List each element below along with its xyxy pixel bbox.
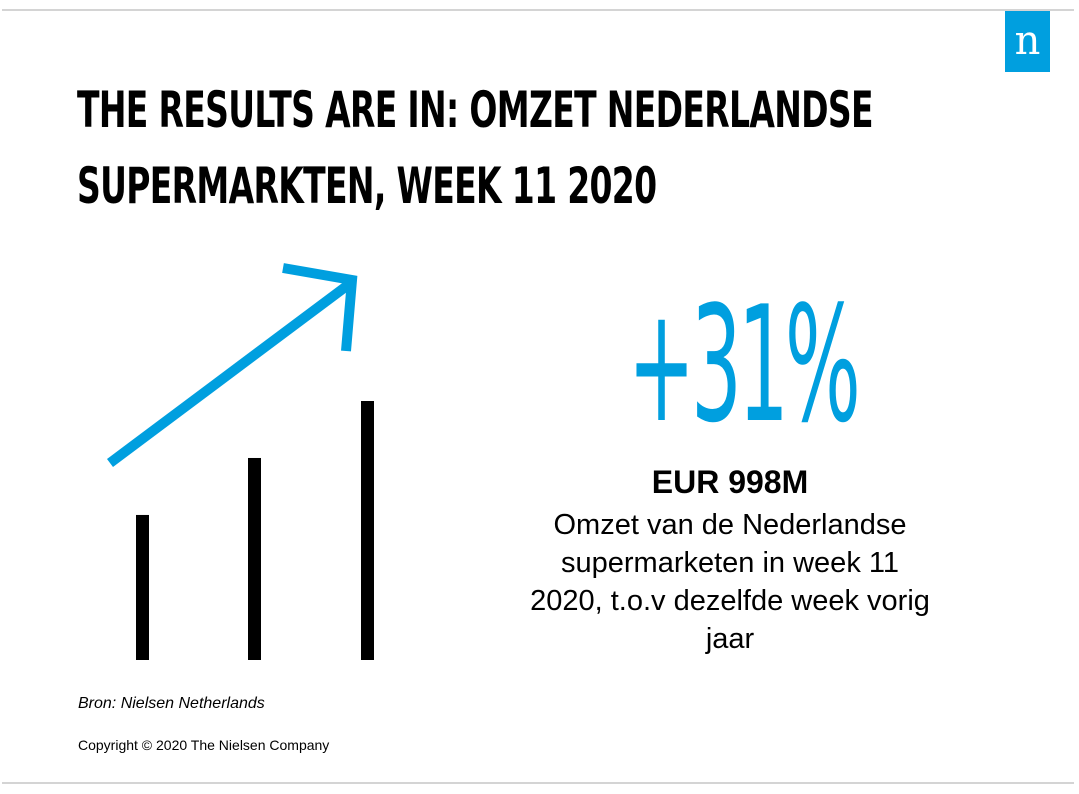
title-line-1: THE RESULTS ARE IN: OMZET NEDERLANDSE bbox=[77, 81, 874, 139]
title-line-2: SUPERMARKTEN, WEEK 11 2020 bbox=[77, 157, 657, 215]
growth-arrow-icon bbox=[107, 263, 358, 468]
growth-bar-3 bbox=[361, 401, 374, 660]
growth-bar-1 bbox=[136, 514, 149, 660]
description-line-3: 2020, t.o.v dezelfde week vorig bbox=[530, 585, 930, 617]
top-divider bbox=[2, 9, 1074, 11]
source-note: Bron: Nielsen Netherlands bbox=[78, 695, 265, 712]
bottom-divider bbox=[2, 782, 1074, 784]
page-title: THE RESULTS ARE IN: OMZET NEDERLANDSE SU… bbox=[77, 72, 874, 224]
logo-letter: n bbox=[1014, 18, 1041, 64]
growth-graphic bbox=[107, 263, 374, 660]
description-line-4: jaar bbox=[705, 623, 755, 655]
bar-group bbox=[136, 401, 374, 660]
description-line-1: Omzet van de Nederlandse bbox=[553, 509, 907, 541]
revenue-description: Omzet van de Nederlandse supermarketen i… bbox=[480, 506, 980, 658]
copyright-note: Copyright © 2020 The Nielsen Company bbox=[78, 737, 330, 753]
growth-bar-2 bbox=[248, 457, 261, 660]
description-line-2: supermarketen in week 11 bbox=[561, 547, 899, 579]
nielsen-logo: n bbox=[1005, 11, 1050, 72]
percentage-stat: +31% bbox=[628, 271, 861, 458]
revenue-amount: EUR 998M bbox=[651, 464, 809, 500]
